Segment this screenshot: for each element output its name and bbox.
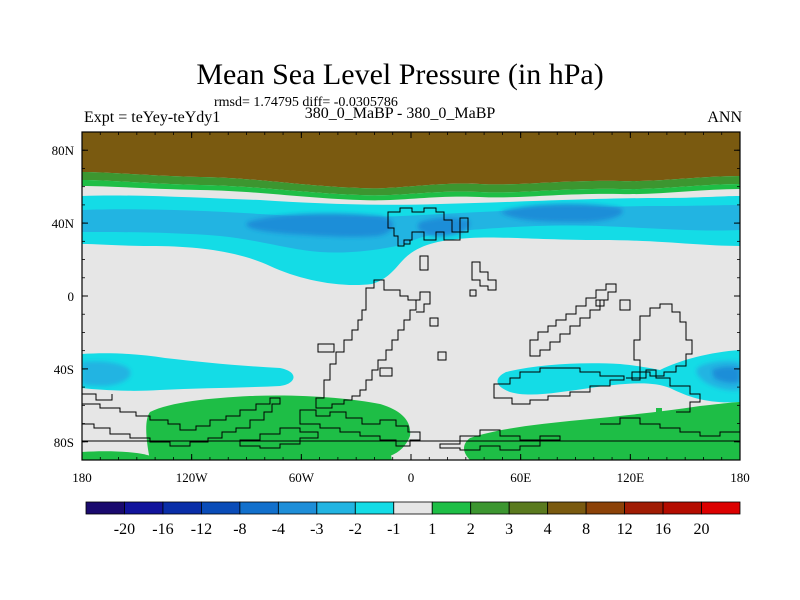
continent-outlines [82,207,740,451]
colorbar-box [393,501,433,515]
x-tick-label: 60E [510,470,531,485]
colorbar-label: -20 [114,521,135,538]
field-south-neg1to2-west [82,353,294,391]
colorbar-label: -1 [387,521,400,538]
colorbar-label: 3 [505,521,513,538]
field-south-1to2-bottom [82,451,150,460]
field-north-neg3to4-b [500,203,623,222]
colorbar-label: 4 [544,521,552,538]
y-tick-label: 40S [54,362,74,377]
colorbar-label: -3 [310,521,323,538]
colorbar-box [470,501,510,515]
colorbar-label: -16 [152,521,173,538]
season-label: ANN [707,109,742,126]
field-north-1to2 [82,180,740,201]
colorbar-box [85,501,125,515]
x-tick-label: 120E [617,470,645,485]
colorbar-box [585,501,625,515]
colorbar-box [277,501,318,515]
field-south-neg3to4-east [712,366,740,383]
x-tick-label: 0 [408,470,415,485]
y-tick-label: 40N [52,216,75,231]
y-tick-label: 0 [68,289,75,304]
field-north-4to8 [82,132,740,189]
colorbar-box [201,501,241,515]
field-north-2to3 [82,172,740,196]
colorbar-label: 12 [617,521,633,538]
colorbar-label: 20 [694,521,710,538]
colorbar-box [624,501,664,515]
x-tick-label: 60W [289,470,315,485]
colorbar-label: -2 [349,521,362,538]
x-tick-label: 180 [72,470,92,485]
colorbar-label: -4 [272,521,285,538]
colorbar-label: 1 [428,521,436,538]
y-tick-label: 80S [54,435,74,450]
y-tick-label: 80N [52,143,75,158]
colorbar-box [701,501,741,515]
case-label: 380_0_MaBP - 380_0_MaBP [304,105,496,122]
colorbar-box [431,501,472,515]
chart-title: Mean Sea Level Pressure (in hPa) [196,58,604,91]
field-south-1to2-dot [656,408,662,413]
colorbar-label: 2 [467,521,475,538]
colorbar-box [547,501,587,515]
field-south-neg2to3-west [82,361,131,386]
colorbar-box [354,501,395,515]
colorbar-box [316,501,356,515]
colorbar-label: -8 [233,521,246,538]
colorbar-box [124,501,164,515]
colorbar-label: -12 [191,521,212,538]
x-tick-label: 120W [176,470,209,485]
stats-text: rmsd= 1.74795 diff= -0.0305786 [214,95,398,110]
experiment-label: Expt = teYey-teYdy1 [84,109,221,126]
field-south-1to2-mid [338,442,392,460]
colorbar-box [662,501,702,515]
x-tick-label: 180 [730,470,750,485]
colorbar-label: 8 [582,521,590,538]
colorbar-box [508,501,549,515]
colorbar-box [162,501,202,515]
colorbar-label: 16 [655,521,671,538]
field-north-neg3to4-a [246,213,394,237]
colorbar-box [239,501,279,515]
